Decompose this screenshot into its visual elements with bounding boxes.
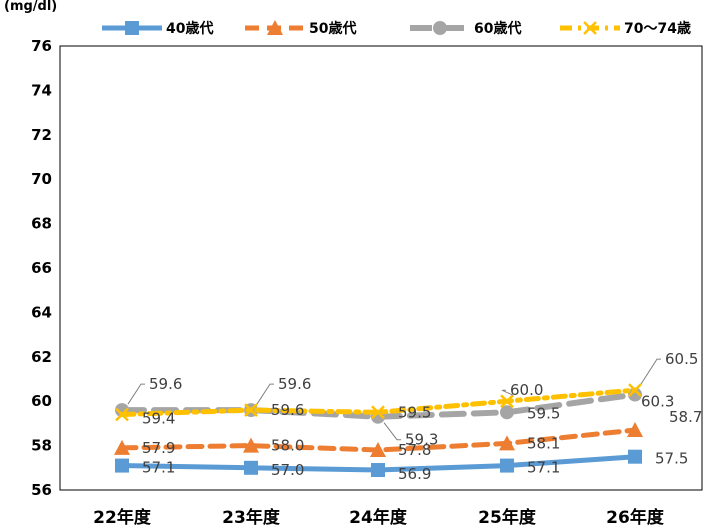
- data-label: 60.0: [510, 381, 543, 399]
- legend-label: 60歳代: [474, 20, 521, 37]
- data-point-marker: [627, 422, 643, 438]
- data-label: 59.6: [278, 375, 311, 393]
- data-point-marker: [500, 394, 514, 409]
- data-point-marker: [267, 20, 283, 35]
- y-axis-unit-label: (mg/dl): [4, 0, 57, 14]
- data-point-marker: [583, 21, 597, 35]
- data-label: 58.0: [271, 437, 304, 455]
- data-label: 59.6: [149, 375, 182, 393]
- y-tick-label: 64: [31, 303, 52, 321]
- data-point-marker: [628, 383, 642, 397]
- data-point-marker: [499, 435, 515, 451]
- legend-label: 50歳代: [309, 20, 356, 37]
- data-label: 59.5: [527, 404, 560, 422]
- data-point-marker: [628, 387, 642, 402]
- data-label: 56.9: [398, 465, 431, 483]
- data-point-marker: [500, 458, 514, 473]
- y-tick-label: 70: [31, 170, 52, 188]
- y-tick-label: 58: [31, 437, 52, 455]
- legend-item: 70〜74歳: [560, 20, 691, 37]
- data-label: 57.9: [142, 439, 175, 457]
- data-point-marker: [115, 407, 129, 422]
- legend-label: 70〜74歳: [624, 20, 691, 37]
- x-tick-label: 24年度: [349, 507, 408, 528]
- x-tick-label: 22年度: [93, 507, 152, 528]
- y-tick-label: 62: [31, 348, 52, 366]
- data-point-marker: [370, 442, 386, 458]
- y-tick-label: 74: [31, 81, 52, 99]
- y-tick-label: 76: [31, 37, 52, 55]
- label-leader-lines: [127, 358, 661, 441]
- data-label: 59.5: [398, 403, 431, 421]
- legend: 40歳代 50歳代 60歳代 70〜74歳: [102, 20, 691, 37]
- leader-line: [383, 422, 401, 441]
- data-label: 57.0: [271, 461, 304, 479]
- legend-item: 60歳代: [410, 20, 521, 37]
- data-labels: 59.4 59.6 59.5 60.0 60.5 59.6 59.6 59.3 59.5 60.3…: [142, 350, 702, 483]
- data-point-marker: [244, 460, 258, 475]
- data-label: 60.3: [641, 393, 674, 411]
- data-point-marker: [114, 439, 130, 455]
- leader-line: [127, 383, 145, 405]
- data-label: 59.4: [142, 410, 175, 428]
- data-label: 58.1: [527, 434, 560, 452]
- plot-area-border: [59, 45, 703, 491]
- x-tick-label: 26年度: [606, 507, 665, 528]
- x-axis-ticks: 22年度 23年度 24年度 25年度 26年度: [93, 507, 665, 528]
- y-tick-label: 68: [31, 215, 52, 233]
- legend-item: 50歳代: [245, 20, 356, 37]
- legend-item: 40歳代: [102, 20, 213, 37]
- leader-line: [501, 389, 514, 396]
- y-axis-ticks: 56 58 60 62 64 66 68 70 72 74 76: [31, 37, 52, 499]
- data-label: 57.1: [527, 459, 560, 477]
- data-label: 57.1: [142, 459, 175, 477]
- leader-line: [640, 358, 661, 385]
- data-point-marker: [500, 405, 514, 420]
- series-1: [115, 449, 642, 478]
- data-label: 59.3: [405, 431, 438, 449]
- data-label: 57.8: [398, 441, 431, 459]
- series-lines: [114, 383, 643, 478]
- data-point-marker: [371, 463, 385, 478]
- data-label: 57.5: [655, 450, 688, 468]
- data-label: 60.5: [665, 350, 698, 368]
- series-2: [114, 422, 643, 458]
- data-point-marker: [371, 405, 385, 420]
- y-tick-label: 56: [31, 481, 52, 499]
- leader-line: [256, 383, 274, 405]
- data-point-marker: [433, 21, 447, 35]
- y-tick-label: 66: [31, 259, 52, 277]
- series-4: [115, 383, 642, 422]
- y-tick-label: 60: [31, 392, 52, 410]
- data-point-marker: [244, 403, 258, 417]
- data-label: 58.7: [669, 408, 702, 426]
- data-point-marker: [243, 437, 259, 453]
- data-point-marker: [115, 458, 129, 473]
- data-point-marker: [628, 449, 642, 464]
- series-3: [115, 387, 642, 424]
- y-tick-label: 72: [31, 126, 52, 144]
- data-point-marker: [125, 21, 139, 35]
- x-tick-label: 25年度: [478, 507, 537, 528]
- legend-label: 40歳代: [166, 20, 213, 37]
- data-label: 59.6: [271, 401, 304, 419]
- x-tick-label: 23年度: [222, 507, 281, 528]
